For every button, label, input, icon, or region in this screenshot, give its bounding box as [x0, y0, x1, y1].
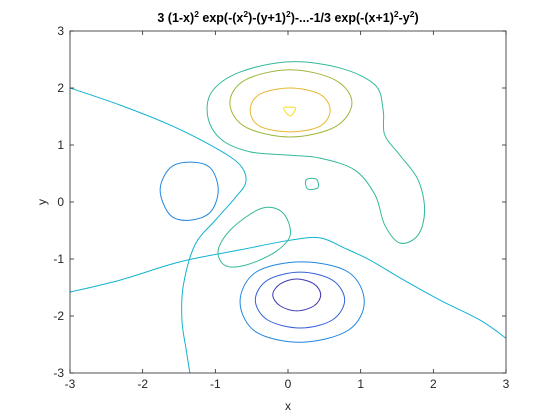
y-axis-label: y — [35, 199, 49, 205]
contour-line — [70, 87, 247, 373]
contour-line — [206, 61, 426, 244]
title-text: exp(-(x — [199, 11, 244, 25]
contour-line — [249, 87, 331, 133]
title-superscript: 2 — [394, 9, 399, 19]
x-tick-label: 3 — [503, 377, 510, 391]
title-text: )-(y+1) — [248, 11, 286, 25]
title-superscript: 2 — [286, 9, 291, 19]
contour-line — [159, 161, 219, 221]
y-tick-label: -2 — [53, 309, 64, 323]
x-tick-label: 0 — [285, 377, 292, 391]
plot-area: -3 -2 -1 0 1 2 3 -3 -2 -1 0 1 2 3 — [53, 24, 509, 391]
title-text: ) — [414, 11, 418, 25]
contour-line — [283, 106, 296, 117]
title-text: )-...-1/3 exp(-(x+1) — [291, 11, 394, 25]
x-tick-label: -2 — [137, 377, 148, 391]
title-superscript: 2 — [243, 9, 248, 19]
contour-line — [217, 206, 291, 268]
y-tick-label: -1 — [53, 252, 64, 266]
y-tick-label: 3 — [57, 24, 64, 38]
title-superscript: 2 — [410, 9, 415, 19]
x-tick-label: -3 — [65, 377, 76, 391]
contour-line — [254, 271, 346, 329]
y-tick-label: -3 — [53, 366, 64, 380]
contour-line — [70, 236, 506, 339]
x-tick-label: 1 — [357, 377, 364, 391]
contours — [70, 61, 506, 373]
y-tick-label: 2 — [57, 81, 64, 95]
contour-line — [229, 69, 353, 138]
contour-line — [272, 278, 322, 312]
chart-title: 3 (1-x)2 exp(-(x2)-(y+1)2)-...-1/3 exp(-… — [157, 9, 418, 25]
title-text: 3 (1-x) — [157, 11, 194, 25]
y-tick-label: 1 — [57, 138, 64, 152]
x-tick-label: -1 — [210, 377, 221, 391]
x-axis-label: x — [285, 399, 291, 413]
contour-line — [304, 177, 319, 191]
x-tick-label: 2 — [430, 377, 437, 391]
title-text: -y — [399, 11, 410, 25]
title-superscript: 2 — [194, 9, 199, 19]
y-tick-label: 0 — [57, 195, 64, 209]
contour-line — [239, 261, 365, 343]
